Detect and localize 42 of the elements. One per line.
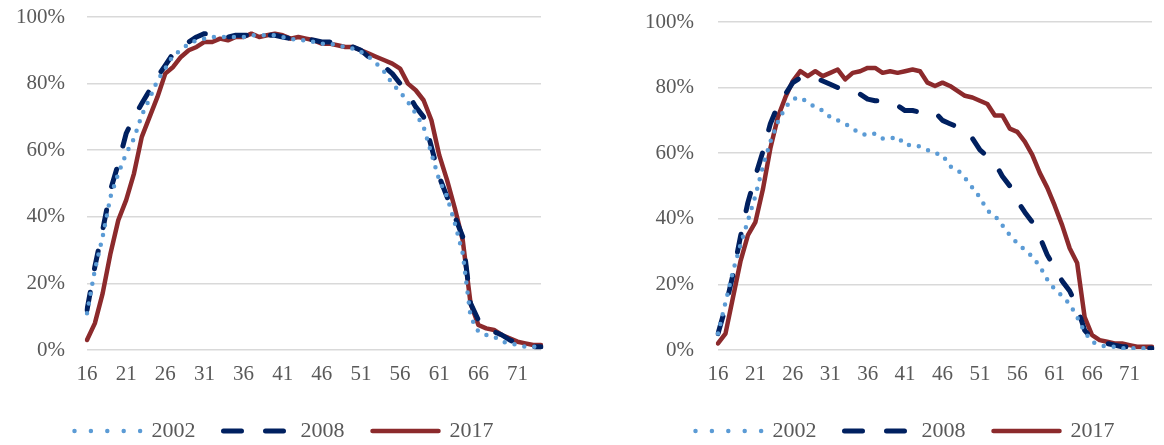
y-tick-label: 0% — [666, 336, 694, 361]
y-tick-label: 80% — [655, 74, 694, 99]
y-tick-label: 20% — [655, 270, 694, 295]
y-tick-label: 0% — [37, 336, 65, 361]
x-tick-label: 61 — [428, 361, 450, 386]
x-tick-label: 26 — [154, 361, 176, 386]
x-tick-label: 41 — [272, 361, 294, 386]
legend-label: 2002 — [151, 416, 196, 442]
x-tick-label: 26 — [782, 361, 804, 386]
y-tick-label: 40% — [26, 203, 65, 228]
x-tick-label: 61 — [1044, 361, 1066, 386]
x-tick-label: 31 — [819, 361, 841, 386]
x-tick-label: 56 — [389, 361, 411, 386]
y-tick-label: 60% — [655, 139, 694, 164]
y-tick-label: 80% — [26, 70, 65, 95]
x-tick-label: 41 — [894, 361, 916, 386]
x-tick-label: 66 — [1081, 361, 1103, 386]
x-tick-label: 16 — [707, 361, 729, 386]
legend-label: 2017 — [1070, 416, 1115, 442]
legend-label: 2008 — [300, 416, 345, 442]
legend-label: 2017 — [449, 416, 494, 442]
y-tick-label: 100% — [16, 3, 65, 28]
x-tick-label: 46 — [931, 361, 953, 386]
y-tick-label: 60% — [26, 136, 65, 161]
y-tick-label: 20% — [26, 269, 65, 294]
x-tick-label: 56 — [1006, 361, 1028, 386]
y-tick-label: 40% — [655, 205, 694, 230]
x-tick-label: 71 — [1119, 361, 1141, 386]
x-tick-label: 51 — [350, 361, 372, 386]
y-tick-label: 100% — [645, 8, 694, 33]
x-tick-label: 31 — [193, 361, 215, 386]
x-tick-label: 36 — [233, 361, 255, 386]
x-tick-label: 66 — [467, 361, 489, 386]
x-tick-label: 21 — [115, 361, 137, 386]
x-tick-label: 21 — [744, 361, 766, 386]
legend-label: 2002 — [772, 416, 817, 442]
legend-label: 2008 — [921, 416, 966, 442]
x-tick-label: 16 — [76, 361, 98, 386]
x-tick-label: 36 — [857, 361, 879, 386]
x-tick-label: 51 — [969, 361, 991, 386]
x-tick-label: 46 — [311, 361, 333, 386]
x-tick-label: 71 — [507, 361, 529, 386]
